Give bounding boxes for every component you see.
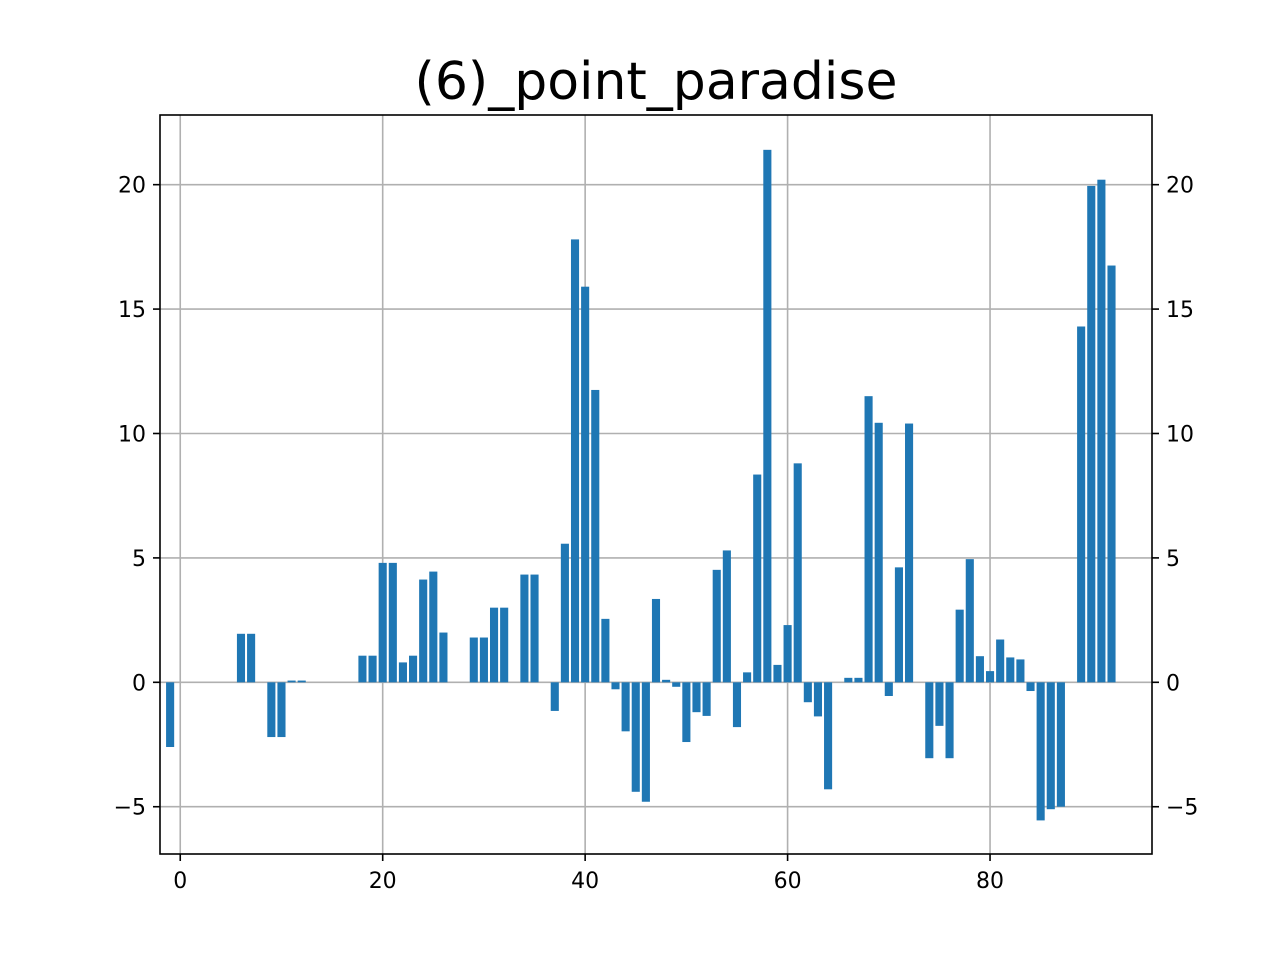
bar	[581, 286, 590, 683]
y-tick-label-left: 5	[132, 547, 146, 572]
x-tick-label: 40	[571, 869, 599, 894]
bar-series	[166, 149, 1116, 821]
x-tick-label: 60	[774, 869, 802, 894]
bar	[925, 682, 934, 759]
y-tick-label-right: −5	[1166, 796, 1198, 821]
bar	[247, 633, 256, 683]
bar	[601, 618, 610, 683]
bar	[388, 562, 397, 683]
bar	[358, 655, 367, 683]
bar	[560, 543, 569, 683]
bar	[631, 682, 640, 792]
bar	[905, 423, 914, 683]
bar	[996, 639, 1005, 683]
plot-frame	[159, 114, 1153, 855]
bar	[530, 574, 539, 683]
bar	[894, 567, 903, 683]
y-tick-label-left: 20	[118, 174, 146, 199]
bar	[439, 632, 448, 683]
bar	[500, 607, 509, 683]
y-tick-label-left: 0	[132, 671, 146, 696]
bar	[712, 569, 721, 683]
bar	[813, 682, 823, 717]
axis-ticks: 0 20 40 60 80 −5 −5 0 0 5 5 10 10 15 15 20 20	[114, 174, 1199, 894]
bar	[166, 682, 175, 748]
y-tick-label-right: 15	[1166, 298, 1194, 323]
bar	[753, 474, 762, 683]
bar	[955, 609, 964, 683]
bar	[824, 682, 833, 790]
bar	[1087, 185, 1096, 683]
bar	[1026, 682, 1035, 692]
bar	[662, 679, 671, 683]
bar	[975, 656, 984, 683]
bar	[732, 682, 742, 728]
bar	[985, 671, 995, 683]
bar	[854, 677, 863, 683]
bar	[935, 682, 944, 726]
bar	[479, 637, 488, 683]
bar	[682, 682, 691, 743]
bar	[297, 680, 306, 683]
bar	[945, 682, 954, 759]
bar	[267, 682, 276, 738]
bar	[621, 682, 630, 732]
bar	[419, 579, 428, 683]
bar	[1107, 265, 1116, 683]
bar	[874, 422, 883, 683]
bar	[570, 239, 580, 683]
bar	[702, 682, 711, 716]
bar	[803, 682, 812, 703]
bar	[429, 571, 438, 683]
bar	[398, 662, 407, 683]
bar	[965, 559, 974, 683]
bar	[236, 633, 246, 683]
chart-title: (6)_point_paradise	[415, 52, 898, 112]
bar	[864, 396, 873, 683]
bar	[287, 680, 296, 683]
y-tick-label-left: 15	[118, 298, 146, 323]
bar	[520, 574, 529, 683]
bar	[1036, 682, 1045, 821]
bar	[672, 682, 681, 687]
bar	[1046, 682, 1055, 810]
bar	[1097, 179, 1106, 683]
bar	[1006, 657, 1015, 683]
bar	[277, 682, 286, 738]
bar	[378, 562, 387, 683]
bar	[763, 149, 772, 683]
y-tick-label-left: 10	[118, 422, 146, 447]
x-tick-label: 80	[976, 869, 1004, 894]
x-tick-label: 0	[173, 869, 187, 894]
y-tick-label-left: −5	[114, 796, 146, 821]
bar	[651, 598, 661, 683]
bar	[783, 625, 792, 683]
bar	[743, 672, 752, 683]
bar	[409, 655, 418, 683]
bar	[550, 682, 559, 711]
bar	[793, 463, 802, 683]
bar	[773, 664, 782, 683]
bar	[611, 682, 620, 690]
bar	[489, 607, 499, 683]
bar	[1077, 326, 1086, 683]
bar	[469, 637, 478, 683]
y-tick-label-right: 20	[1166, 174, 1194, 199]
bar	[368, 655, 377, 683]
bar	[1056, 682, 1065, 807]
y-tick-label-right: 5	[1166, 547, 1180, 572]
bar	[692, 682, 701, 713]
y-tick-label-right: 10	[1166, 422, 1194, 447]
bar	[884, 682, 893, 696]
bar	[591, 389, 600, 683]
bar	[844, 677, 853, 683]
bar	[641, 682, 650, 802]
y-tick-label-right: 0	[1166, 671, 1180, 696]
x-tick-label: 20	[369, 869, 397, 894]
bar	[1016, 659, 1025, 683]
bar	[722, 550, 731, 683]
